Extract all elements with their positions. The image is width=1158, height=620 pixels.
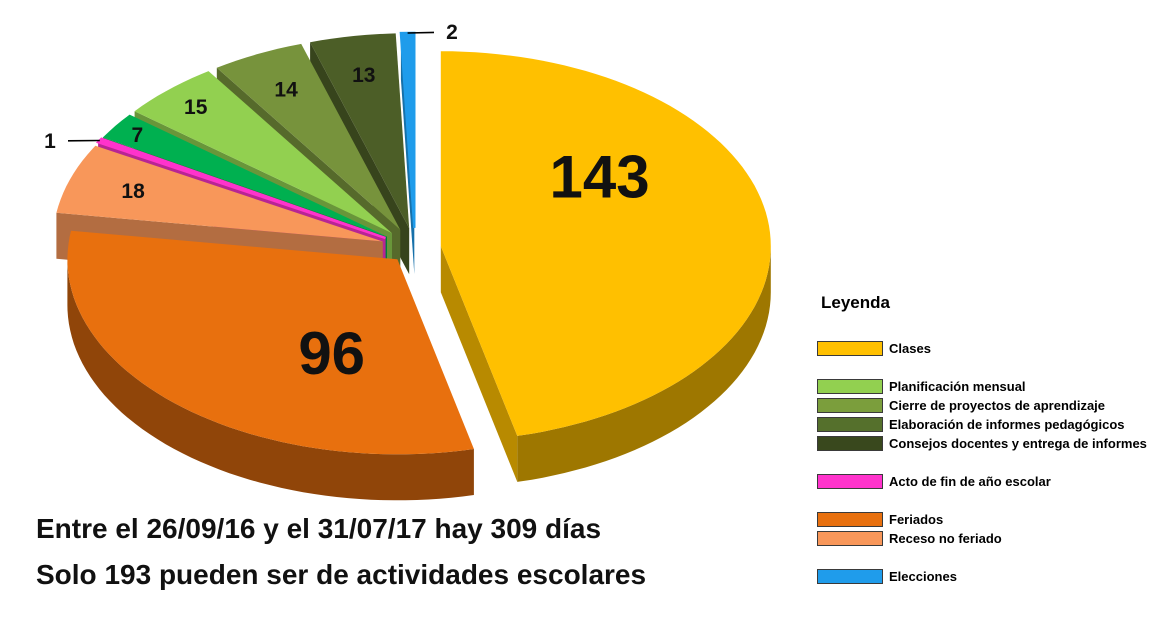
pie-chart: 143 96 18 1 7 15 14 13 2	[44, 21, 771, 501]
caption-block: Entre el 26/09/16 y el 31/07/17 hay 309 …	[36, 506, 646, 598]
legend-swatch	[817, 379, 883, 394]
slice-value-label: 18	[121, 180, 145, 203]
legend-item[interactable]: Cierre de proyectos de aprendizaje	[817, 396, 1155, 415]
pie-slice[interactable]	[56, 145, 383, 242]
legend-label: Acto de fin de año escolar	[889, 474, 1051, 489]
legend-group: Acto de fin de año escolar	[817, 472, 1155, 491]
legend-label: Feriados	[889, 512, 944, 527]
legend-group: Elecciones	[817, 567, 1155, 586]
pie-slice[interactable]	[440, 51, 771, 436]
legend-groups: Clases Planificación mensual Cierre de pro…	[817, 339, 1155, 586]
pie-slice[interactable]	[67, 230, 474, 455]
legend-group: Clases	[817, 339, 1155, 358]
legend-swatch	[817, 341, 883, 356]
legend-swatch	[817, 436, 883, 451]
legend-item[interactable]: Elaboración de informes pedagógicos	[817, 415, 1155, 434]
pie-slice[interactable]	[102, 114, 388, 237]
pie-slice[interactable]	[216, 43, 401, 230]
legend-label: Elaboración de informes pedagógicos	[889, 417, 1125, 432]
legend-label: Cierre de proyectos de aprendizaje	[889, 398, 1106, 413]
pie-slice[interactable]	[310, 33, 410, 229]
legend-label: Clases	[889, 341, 931, 356]
pie-slice[interactable]	[95, 137, 386, 240]
pie-slice-wall	[67, 259, 474, 501]
legend-label: Consejos docentes y entrega de informes	[889, 436, 1147, 451]
legend-item[interactable]: Feriados	[817, 510, 1155, 529]
pie-slice[interactable]	[134, 71, 392, 234]
legend-item[interactable]: Acto de fin de año escolar	[817, 472, 1155, 491]
legend-group: Planificación mensual Cierre de proyectos…	[817, 377, 1155, 453]
slice-value-label: 1	[44, 130, 56, 153]
legend-item[interactable]: Elecciones	[817, 567, 1155, 586]
legend-label: Elecciones	[889, 569, 957, 584]
slice-value-label: 15	[184, 96, 208, 119]
label-leader-line	[407, 31, 435, 34]
slice-value-label: 7	[131, 124, 143, 147]
legend-swatch	[817, 398, 883, 413]
legend-swatch	[817, 531, 883, 546]
slice-value-label: 96	[298, 320, 365, 387]
legend-swatch	[817, 474, 883, 489]
pie-slice-cut-face	[440, 246, 518, 482]
legend-group: Feriados Receso no feriado	[817, 510, 1155, 548]
legend-item[interactable]: Planificación mensual	[817, 377, 1155, 396]
legend-item[interactable]: Receso no feriado	[817, 529, 1155, 548]
caption-line-1: Entre el 26/09/16 y el 31/07/17 hay 309 …	[36, 513, 602, 544]
legend-label: Planificación mensual	[889, 379, 1026, 394]
legend-title: Leyenda	[821, 293, 890, 312]
legend-label: Receso no feriado	[889, 531, 1002, 546]
legend-item[interactable]: Consejos docentes y entrega de informes	[817, 434, 1155, 453]
legend-swatch	[817, 569, 883, 584]
pie-slice-wall	[517, 246, 771, 482]
legend-swatch	[817, 417, 883, 432]
legend-item[interactable]: Clases	[817, 339, 1155, 358]
slice-value-label: 2	[446, 21, 458, 44]
legend: Leyenda Clases Planificación mensual Cierr…	[817, 293, 1155, 605]
slice-value-label: 14	[274, 79, 298, 102]
caption-line-2: Solo 193 pueden ser de actividades escol…	[36, 559, 647, 590]
slice-value-label: 143	[550, 143, 650, 210]
legend-swatch	[817, 512, 883, 527]
slice-value-label: 13	[352, 64, 375, 87]
